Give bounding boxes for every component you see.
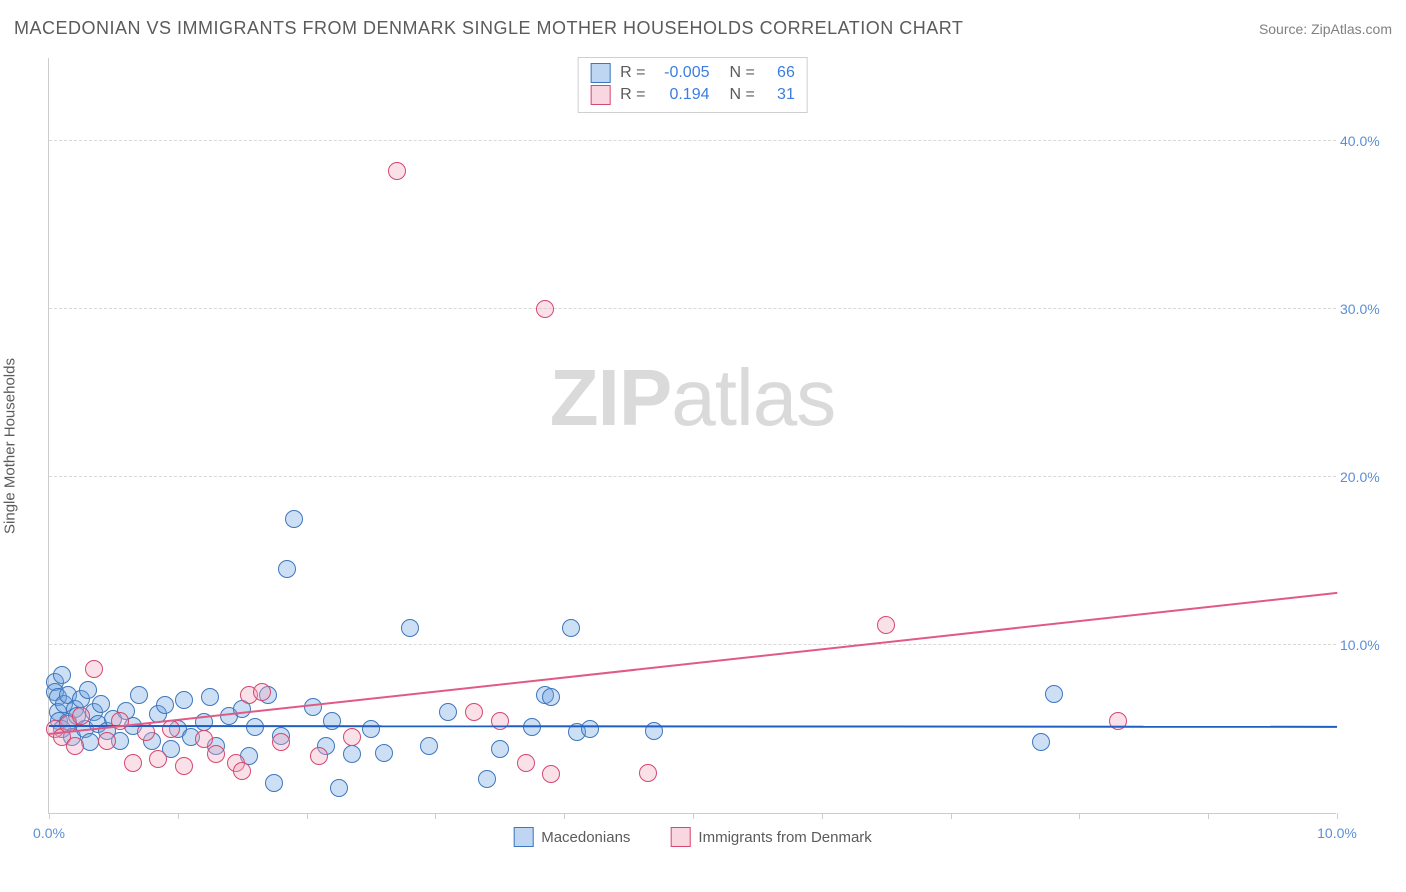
data-point (72, 707, 90, 725)
data-point (465, 703, 483, 721)
data-point (272, 733, 290, 751)
data-point (375, 744, 393, 762)
y-tick-label: 20.0% (1340, 469, 1392, 485)
x-tick (49, 813, 50, 819)
gridline (49, 644, 1336, 645)
r-label: R = (620, 62, 645, 84)
stats-box: R = -0.005 N = 66 R = 0.194 N = 31 (577, 57, 808, 113)
x-tick (307, 813, 308, 819)
data-point (1045, 685, 1063, 703)
stats-row: R = -0.005 N = 66 (590, 62, 795, 84)
series-swatch (590, 63, 610, 83)
data-point (420, 737, 438, 755)
data-point (207, 745, 225, 763)
data-point (562, 619, 580, 637)
data-point (233, 762, 251, 780)
x-tick (1337, 813, 1338, 819)
data-point (542, 688, 560, 706)
data-point (639, 764, 657, 782)
n-label: N = (730, 62, 755, 84)
x-tick-label: 0.0% (33, 825, 65, 841)
legend-swatch (670, 827, 690, 847)
data-point (401, 619, 419, 637)
data-point (130, 686, 148, 704)
data-point (439, 703, 457, 721)
chart-title: MACEDONIAN VS IMMIGRANTS FROM DENMARK SI… (14, 18, 963, 39)
scatter-plot-area: ZIPatlas 10.0%20.0%30.0%40.0%0.0%10.0%R … (48, 58, 1336, 814)
x-tick (435, 813, 436, 819)
y-tick-label: 30.0% (1340, 301, 1392, 317)
data-point (304, 698, 322, 716)
legend-item: Macedonians (513, 827, 630, 847)
data-point (92, 695, 110, 713)
data-point (246, 718, 264, 736)
data-point (343, 745, 361, 763)
chart-header: MACEDONIAN VS IMMIGRANTS FROM DENMARK SI… (14, 18, 1392, 39)
legend-label: Macedonians (541, 829, 630, 846)
data-point (343, 728, 361, 746)
legend-label: Immigrants from Denmark (698, 829, 871, 846)
y-tick-label: 10.0% (1340, 637, 1392, 653)
data-point (362, 720, 380, 738)
data-point (149, 750, 167, 768)
data-point (581, 720, 599, 738)
x-tick (693, 813, 694, 819)
gridline (49, 308, 1336, 309)
data-point (330, 779, 348, 797)
watermark: ZIPatlas (550, 352, 835, 444)
data-point (195, 730, 213, 748)
x-tick (951, 813, 952, 819)
data-point (175, 691, 193, 709)
legend-swatch (513, 827, 533, 847)
gridline (49, 476, 1336, 477)
x-tick (1208, 813, 1209, 819)
legend-item: Immigrants from Denmark (670, 827, 871, 847)
data-point (201, 688, 219, 706)
data-point (156, 696, 174, 714)
y-axis-label: Single Mother Households (2, 358, 19, 534)
r-value: -0.005 (656, 62, 710, 84)
data-point (124, 754, 142, 772)
x-tick (178, 813, 179, 819)
r-value: 0.194 (656, 84, 710, 106)
data-point (645, 722, 663, 740)
x-tick (564, 813, 565, 819)
x-tick (1079, 813, 1080, 819)
data-point (491, 740, 509, 758)
data-point (877, 616, 895, 634)
trend-line (49, 725, 1337, 728)
r-label: R = (620, 84, 645, 106)
data-point (517, 754, 535, 772)
data-point (478, 770, 496, 788)
data-point (536, 300, 554, 318)
n-value: 66 (765, 62, 795, 84)
gridline (49, 140, 1336, 141)
y-tick-label: 40.0% (1340, 133, 1392, 149)
n-label: N = (730, 84, 755, 106)
data-point (285, 510, 303, 528)
data-point (81, 733, 99, 751)
data-point (162, 720, 180, 738)
data-point (388, 162, 406, 180)
data-point (66, 737, 84, 755)
x-tick-label: 10.0% (1317, 825, 1357, 841)
data-point (253, 683, 271, 701)
data-point (310, 747, 328, 765)
data-point (542, 765, 560, 783)
data-point (85, 660, 103, 678)
data-point (1032, 733, 1050, 751)
n-value: 31 (765, 84, 795, 106)
data-point (98, 732, 116, 750)
data-point (175, 757, 193, 775)
data-point (523, 718, 541, 736)
series-swatch (590, 85, 610, 105)
data-point (53, 666, 71, 684)
stats-row: R = 0.194 N = 31 (590, 84, 795, 106)
data-point (265, 774, 283, 792)
legend: Macedonians Immigrants from Denmark (513, 827, 872, 847)
x-tick (822, 813, 823, 819)
chart-source: Source: ZipAtlas.com (1259, 21, 1392, 37)
data-point (278, 560, 296, 578)
